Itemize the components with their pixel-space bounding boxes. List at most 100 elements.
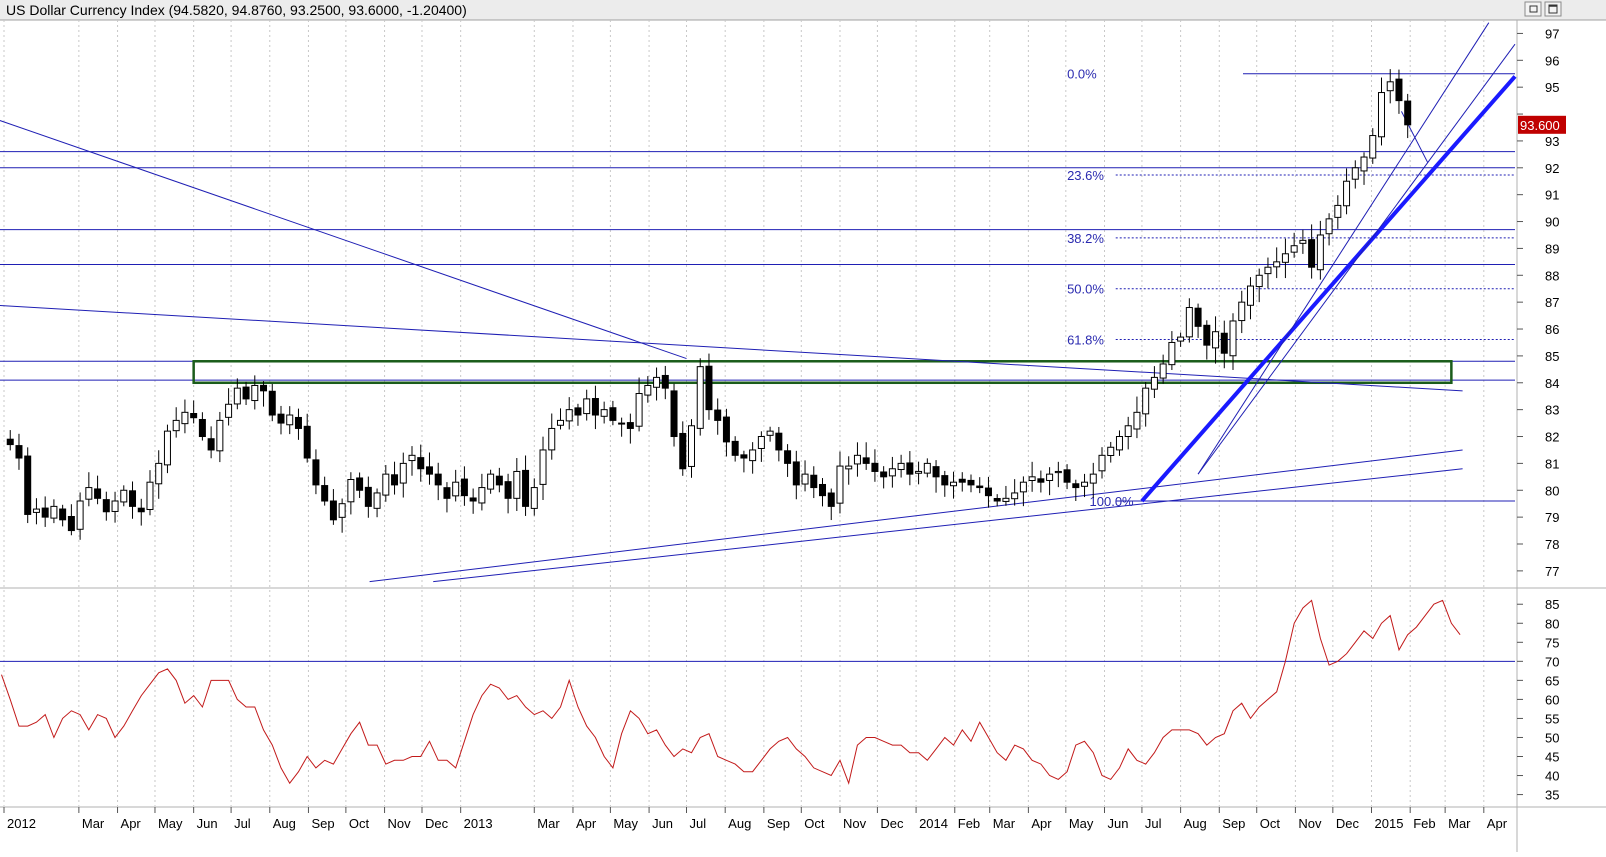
candle-body — [722, 416, 730, 443]
candle — [845, 456, 853, 485]
candle-body — [1229, 320, 1237, 357]
candle — [941, 470, 949, 497]
x-tick-label: Dec — [425, 816, 449, 831]
candle-body — [836, 465, 844, 504]
candle — [1115, 430, 1123, 456]
candle-body — [172, 419, 180, 432]
y-tick-label: 81 — [1545, 456, 1559, 471]
candle-body — [522, 469, 530, 507]
restore-button[interactable] — [1524, 1, 1542, 17]
grid — [3, 20, 1485, 806]
candle-body — [129, 490, 137, 507]
y-tick-label: 77 — [1545, 564, 1559, 579]
candle-body — [286, 414, 294, 426]
rsi-y-tick-label: 65 — [1545, 673, 1559, 688]
candle-body — [329, 500, 337, 521]
candle-body — [897, 462, 905, 471]
candle-body — [198, 418, 206, 438]
candle-body — [1264, 266, 1272, 275]
x-tick-label: Feb — [1413, 816, 1435, 831]
candle — [757, 431, 765, 462]
candle — [880, 466, 888, 489]
candle-body — [1255, 274, 1263, 288]
candle-body — [251, 384, 259, 402]
candle-body — [1220, 332, 1228, 354]
candle — [399, 452, 407, 498]
x-tick-label: 2013 — [464, 816, 493, 831]
chart-title: US Dollar Currency Index (94.5820, 94.87… — [6, 2, 467, 18]
fib-level-label: 23.6% — [1067, 168, 1104, 183]
candle-body — [443, 487, 451, 499]
candle-body — [600, 409, 608, 417]
maximize-button[interactable] — [1544, 1, 1562, 17]
candle — [1124, 416, 1132, 450]
y-tick-label: 79 — [1545, 510, 1559, 525]
candle — [163, 424, 171, 474]
candle-body — [504, 481, 512, 499]
candle-body — [609, 407, 617, 421]
candle — [67, 504, 75, 536]
candle-body — [391, 474, 399, 486]
candle-body — [94, 488, 102, 499]
candle-body — [819, 483, 827, 497]
candle — [1264, 257, 1272, 289]
candle-body — [1299, 239, 1307, 244]
fib-level-label: 0.0% — [1067, 67, 1097, 82]
candle — [1404, 93, 1412, 139]
candle — [853, 442, 861, 477]
candle — [749, 442, 757, 474]
y-tick-label: 90 — [1545, 215, 1559, 230]
candle — [356, 472, 364, 498]
candle — [303, 413, 311, 463]
candle-body — [967, 479, 975, 486]
candle — [1107, 441, 1115, 463]
candle-body — [1395, 78, 1403, 102]
fib-level-label: 50.0% — [1067, 282, 1104, 297]
candle — [591, 385, 599, 430]
candle-body — [1290, 245, 1298, 253]
candle-body — [1212, 331, 1220, 349]
candlesticks — [6, 69, 1412, 540]
x-tick-label: Nov — [1298, 816, 1322, 831]
candle — [836, 451, 844, 514]
y-tick-label: 78 — [1545, 537, 1559, 552]
y-tick-label: 97 — [1545, 26, 1559, 41]
candle — [172, 407, 180, 438]
candle-body — [181, 411, 189, 425]
candle-body — [321, 485, 329, 502]
candle — [460, 466, 468, 506]
candle — [478, 473, 486, 511]
candle — [696, 358, 704, 436]
candle-body — [941, 475, 949, 486]
candle — [1281, 238, 1289, 279]
candle — [495, 467, 503, 493]
candle — [1142, 381, 1150, 427]
trendline — [1197, 22, 1490, 475]
candle — [661, 365, 669, 400]
candle — [1351, 160, 1359, 189]
candle — [1028, 461, 1036, 492]
candle-body — [1011, 492, 1019, 500]
candle — [207, 426, 215, 459]
candle-body — [1246, 285, 1254, 306]
candle-body — [120, 489, 128, 503]
x-tick-label: Jun — [1107, 816, 1128, 831]
candle-body — [41, 507, 49, 518]
candle — [618, 417, 626, 437]
candle — [15, 433, 23, 470]
candle — [906, 451, 914, 486]
y-tick-label: 88 — [1545, 268, 1559, 283]
candle — [1299, 229, 1307, 254]
candle-body — [24, 455, 32, 515]
y-tick-label: 91 — [1545, 188, 1559, 203]
candle — [216, 411, 224, 463]
candle-body — [1089, 473, 1097, 484]
rsi-y-tick-label: 75 — [1545, 635, 1559, 650]
candle-body — [853, 454, 861, 465]
candle-body — [548, 427, 556, 451]
candle-body — [827, 492, 835, 507]
x-tick-label: Apr — [121, 816, 142, 831]
candle-body — [1063, 469, 1071, 483]
candle-body — [469, 497, 477, 502]
